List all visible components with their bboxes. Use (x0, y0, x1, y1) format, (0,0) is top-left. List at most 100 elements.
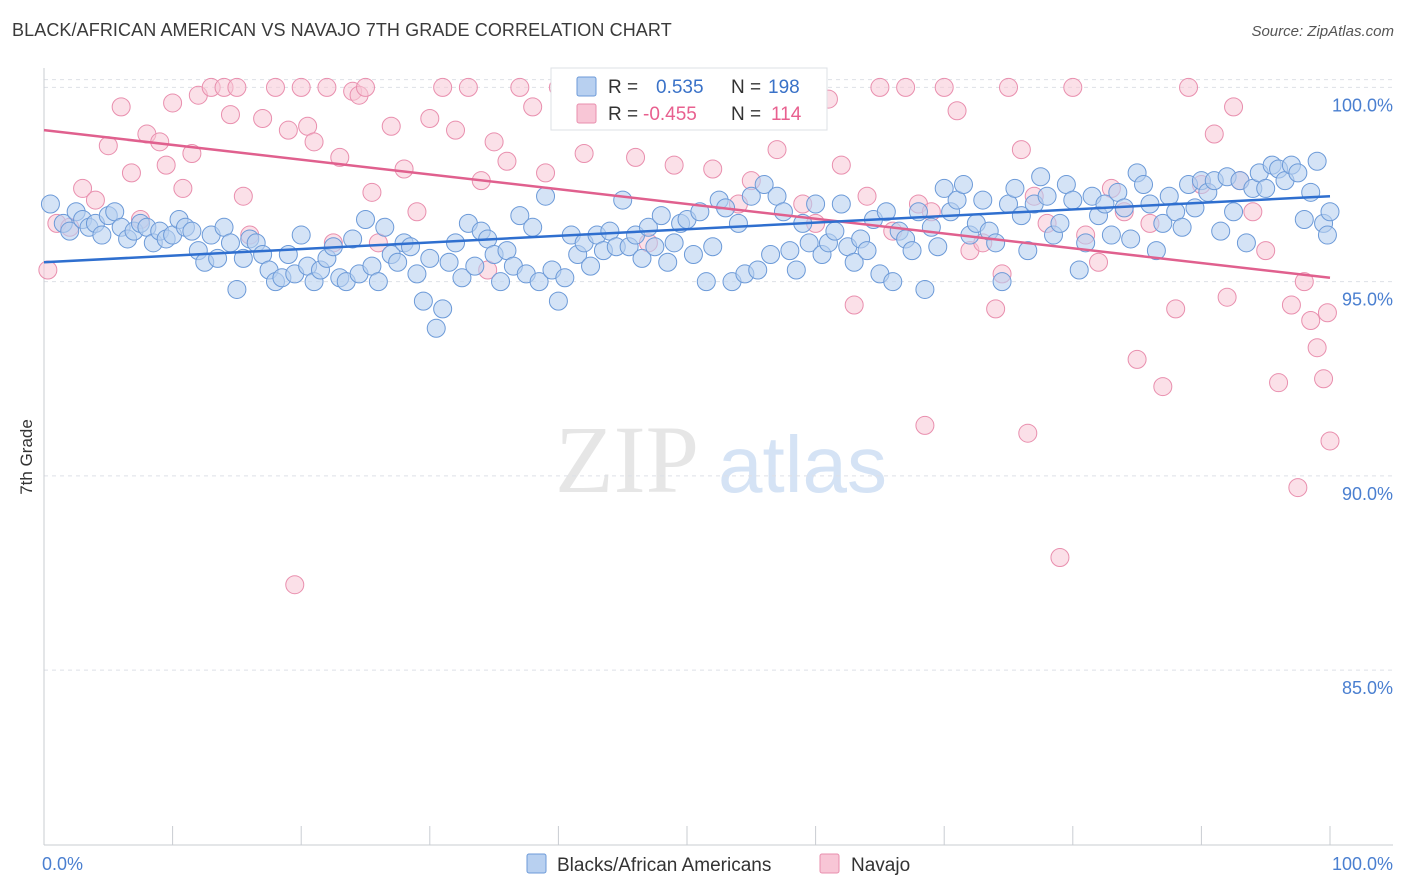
navajo-point-118 (1317, 303, 1337, 323)
blacks-point-130 (883, 272, 903, 292)
blacks-point-164 (1101, 225, 1121, 245)
blacks-point-185 (1236, 233, 1256, 253)
navajo-point-50 (536, 163, 556, 183)
navajo-point-12 (163, 93, 183, 113)
blacks-point-126 (857, 241, 877, 261)
blacks-point-91 (632, 248, 652, 268)
navajo-point-106 (1217, 287, 1237, 307)
bottom-legend-label-blue: Blacks/African Americans (557, 855, 771, 876)
navajo-point-47 (497, 151, 517, 171)
blacks-point-93 (645, 237, 665, 257)
y-axis-label: 7th Grade (17, 419, 36, 495)
blacks-point-122 (831, 194, 851, 214)
navajo-point-74 (844, 295, 864, 315)
blacks-point-135 (915, 279, 935, 299)
blacks-point-63 (452, 268, 472, 288)
navajo-point-86 (986, 299, 1006, 319)
navajo-point-53 (574, 143, 594, 163)
blacks-point-141 (953, 175, 973, 195)
blacks-trend-line (43, 194, 1331, 264)
navajo-point-75 (857, 186, 877, 206)
navajo-point-110 (1256, 241, 1276, 261)
navajo-point-105 (1204, 124, 1224, 144)
blacks-point-144 (973, 190, 993, 210)
blacks-point-196 (1307, 151, 1327, 171)
blacks-point-171 (1146, 241, 1166, 261)
navajo-point-60 (664, 155, 684, 175)
navajo-point-80 (915, 415, 935, 435)
navajo-point-99 (1127, 349, 1147, 369)
navajo-point-43 (458, 77, 478, 97)
navajo-point-38 (394, 159, 414, 179)
blacks-point-175 (1172, 217, 1192, 237)
blacks-point-58 (420, 248, 440, 268)
navajo-point-19 (227, 77, 247, 97)
legend-swatch-pink (576, 103, 597, 124)
x-tick-label-min: 0.0% (42, 854, 83, 874)
navajo-point-23 (265, 77, 285, 97)
navajo-point-13 (173, 178, 193, 198)
blacks-point-57 (413, 291, 433, 311)
blacks-point-181 (1211, 221, 1231, 241)
blacks-point-101 (696, 272, 716, 292)
blacks-point-160 (1076, 233, 1096, 253)
navajo-point-107 (1224, 97, 1244, 117)
blacks-point-95 (658, 252, 678, 272)
navajo-point-101 (1153, 377, 1173, 397)
blacks-point-75 (529, 272, 549, 292)
navajo-point-11 (156, 155, 176, 175)
navajo-point-111 (1269, 373, 1289, 393)
y-tick-label-1: 95.0% (1342, 290, 1393, 310)
y-tick-label-3: 85.0% (1342, 678, 1393, 698)
watermark-zip: ZIP (555, 406, 699, 513)
navajo-point-73 (831, 155, 851, 175)
blacks-point-121 (825, 221, 845, 241)
blacks-point-38 (291, 225, 311, 245)
blacks-point-69 (491, 272, 511, 292)
blacks-point-53 (388, 252, 408, 272)
legend-r-value-pink: -0.455 (643, 104, 697, 125)
bottom-legend-swatch-blue (526, 853, 547, 874)
navajo-point-113 (1288, 478, 1308, 498)
navajo-point-49 (523, 97, 543, 117)
x-tick-label-max: 100.0% (1332, 854, 1393, 874)
series-blacks-points (40, 151, 1340, 338)
blacks-point-115 (786, 260, 806, 280)
navajo-point-90 (1018, 423, 1038, 443)
blacks-point-60 (433, 299, 453, 319)
navajo-point-96 (1089, 252, 1109, 272)
blacks-point-193 (1288, 163, 1308, 183)
navajo-point-46 (484, 132, 504, 152)
y-tick-labels: 100.0% 95.0% 90.0% 85.0% (1332, 95, 1393, 698)
source-credit: Source: ZipAtlas.com (1251, 23, 1394, 40)
navajo-point-68 (767, 140, 787, 160)
navajo-point-83 (947, 101, 967, 121)
trend-lines (43, 128, 1331, 280)
blacks-point-117 (799, 233, 819, 253)
blacks-point-99 (683, 244, 703, 264)
navajo-point-37 (381, 116, 401, 136)
blacks-point-111 (761, 244, 781, 264)
blacks-point-100 (690, 202, 710, 222)
blacks-point-55 (401, 237, 421, 257)
navajo-point-89 (1011, 140, 1031, 160)
navajo-point-4 (85, 190, 105, 210)
navajo-point-34 (356, 77, 375, 97)
navajo-point-102 (1166, 299, 1186, 319)
legend-r-value-blue: 0.535 (656, 77, 704, 98)
navajo-point-78 (896, 77, 916, 97)
blacks-point-46 (343, 229, 363, 249)
navajo-point-63 (703, 159, 723, 179)
navajo-trend-line (43, 128, 1331, 280)
blacks-point-62 (446, 233, 466, 253)
blacks-point-167 (1121, 229, 1141, 249)
blacks-point-78 (548, 291, 568, 311)
blacks-point-188 (1256, 178, 1276, 198)
blacks-point-147 (992, 272, 1012, 292)
legend-r-label-blue: R = (608, 77, 638, 98)
blacks-point-48 (356, 210, 375, 230)
navajo-point-7 (121, 163, 141, 183)
navajo-point-42 (446, 120, 466, 140)
legend-box (550, 67, 828, 131)
blacks-point-199 (1320, 202, 1340, 222)
